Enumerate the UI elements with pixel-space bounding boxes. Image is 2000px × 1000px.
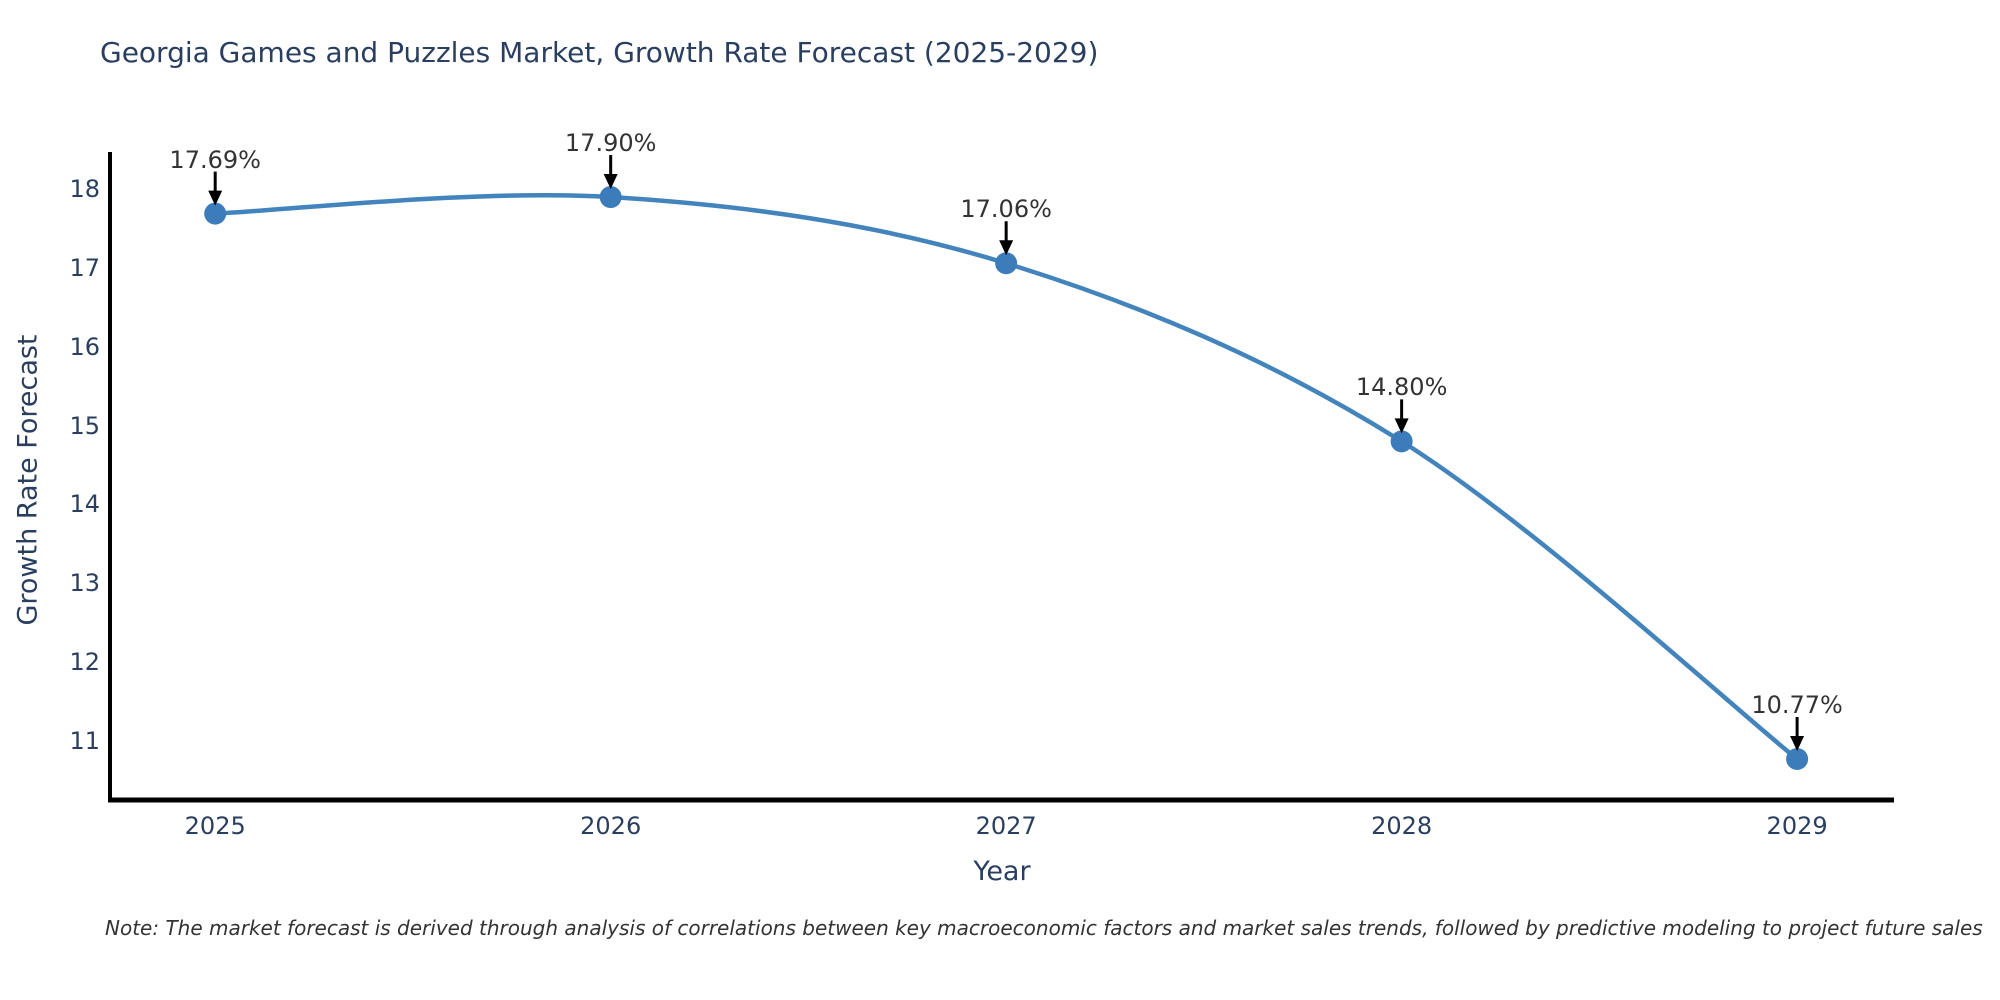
data-point-value-label: 17.69% bbox=[169, 145, 261, 174]
y-tick-label: 14 bbox=[69, 490, 100, 519]
data-point-value-label: 17.90% bbox=[564, 129, 657, 158]
y-tick-label: 15 bbox=[69, 411, 100, 440]
data-point-value-label: 10.77% bbox=[1751, 691, 1843, 719]
y-tick-label: 12 bbox=[69, 648, 100, 677]
y-tick-label: 13 bbox=[69, 569, 100, 598]
y-tick-label: 17 bbox=[69, 253, 100, 282]
data-point-marker[interactable] bbox=[1390, 430, 1413, 453]
x-tick-label: 2027 bbox=[975, 812, 1037, 840]
y-tick-label: 18 bbox=[69, 175, 100, 204]
annotation-arrowhead bbox=[603, 174, 618, 190]
data-point-marker[interactable] bbox=[204, 202, 227, 225]
axes bbox=[108, 152, 1894, 803]
annotation-arrowhead bbox=[208, 190, 223, 206]
x-axis-title: Year bbox=[973, 856, 1031, 887]
data-point-markers bbox=[204, 186, 1809, 771]
data-point-marker[interactable] bbox=[995, 252, 1018, 275]
y-tick-label: 16 bbox=[69, 332, 100, 361]
x-tick-label: 2025 bbox=[184, 812, 246, 840]
annotation-arrowhead bbox=[1790, 736, 1805, 752]
x-tick-label: 2029 bbox=[1766, 812, 1828, 840]
x-tick-label: 2026 bbox=[580, 812, 642, 840]
data-point-marker[interactable] bbox=[599, 186, 622, 209]
y-tick-label: 11 bbox=[69, 726, 100, 755]
growth-rate-line bbox=[215, 192, 1799, 761]
data-point-value-label: 14.80% bbox=[1355, 373, 1448, 402]
line-series bbox=[215, 192, 1799, 761]
data-point-value-label: 17.06% bbox=[960, 195, 1052, 224]
footnote: Note: The market forecast is derived thr… bbox=[105, 916, 1983, 940]
data-point-marker[interactable] bbox=[1786, 748, 1809, 771]
annotation-arrowhead bbox=[1394, 418, 1409, 434]
chart-title: Georgia Games and Puzzles Market, Growth… bbox=[100, 36, 1099, 69]
x-tick-label: 2028 bbox=[1371, 812, 1433, 840]
annotation-arrows bbox=[208, 155, 1805, 752]
annotation-arrowhead bbox=[999, 240, 1014, 256]
